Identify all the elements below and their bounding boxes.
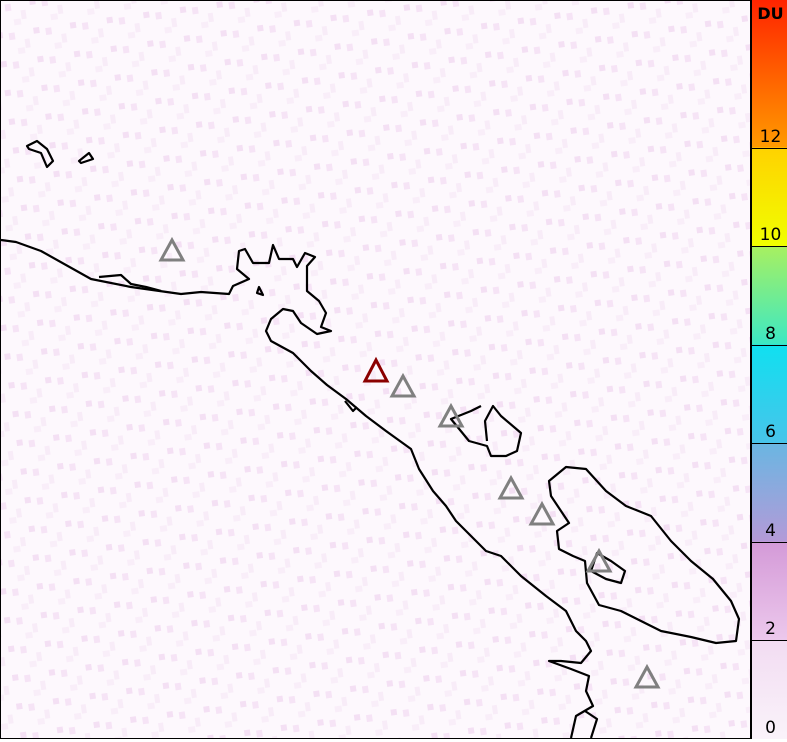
- coastline-west-islands: [98, 273, 162, 293]
- so2-field: [1, 1, 750, 738]
- volcano-markers: [158, 236, 661, 689]
- island-small-2: [344, 400, 358, 413]
- island-small-1: [255, 285, 265, 297]
- volcano-marker-inactive: [585, 547, 613, 573]
- volcano-marker-active: [362, 356, 390, 383]
- coastlines: [0, 139, 741, 739]
- island-east-1: [449, 404, 523, 458]
- colorbar-tick: [752, 541, 787, 543]
- island-south-arm: [584, 710, 599, 739]
- colorbar-tick: [752, 443, 787, 445]
- colorbar-tick: [752, 147, 787, 149]
- colorbar-tick-label: 4: [765, 520, 776, 541]
- colorbar-tick: [752, 344, 787, 346]
- colorbar-tick-label: 12: [759, 126, 782, 147]
- colorbar-unit: DU: [757, 4, 784, 23]
- map-panel: [0, 0, 751, 739]
- colorbar-tick-label: 8: [765, 323, 776, 344]
- volcano-marker-inactive: [497, 474, 525, 500]
- colorbar-tick-label: 2: [765, 619, 776, 640]
- colorbar-tick-label: 10: [759, 225, 782, 246]
- colorbar-tick-label: 6: [765, 422, 776, 443]
- volcano-marker-inactive: [437, 402, 465, 428]
- colorbar: DU 0 2 4 6 8 10 12: [750, 0, 787, 739]
- colorbar-tick-label: 0: [765, 718, 776, 738]
- colorbar-tick: [752, 640, 787, 642]
- volcano-marker-inactive: [528, 500, 556, 526]
- volcano-marker-inactive: [633, 663, 661, 689]
- island-east-large: [547, 465, 741, 645]
- map-svg: [0, 1, 750, 739]
- island-nw-2: [77, 151, 95, 165]
- colorbar-tick: [752, 246, 787, 248]
- coastline-main: [0, 238, 595, 739]
- volcano-marker-inactive: [389, 372, 417, 398]
- island-nw-1: [25, 139, 55, 169]
- volcano-marker-inactive: [158, 236, 186, 262]
